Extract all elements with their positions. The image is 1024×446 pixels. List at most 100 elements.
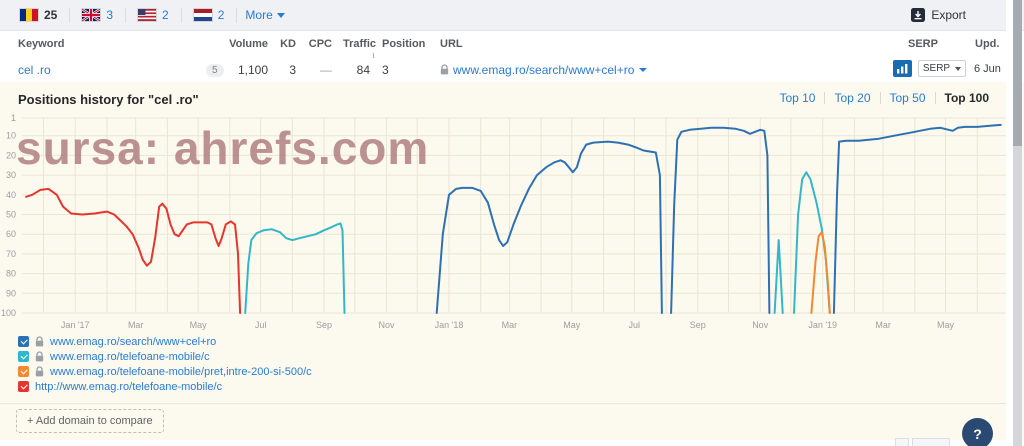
x-tick-label: Jan '19 bbox=[808, 320, 837, 330]
united-kingdom-flag-icon bbox=[82, 9, 101, 21]
serp-dropdown-button[interactable]: SERP bbox=[918, 60, 966, 77]
help-button[interactable]: ? bbox=[962, 418, 993, 446]
more-label: More bbox=[245, 8, 273, 22]
keyword-link[interactable]: cel .ro bbox=[18, 63, 51, 77]
x-tick-label: Jan '18 bbox=[435, 320, 464, 330]
traffic-value: 84 bbox=[356, 63, 370, 77]
legend-checkbox-checked[interactable] bbox=[18, 351, 29, 362]
x-tick-label: Mar bbox=[502, 320, 518, 330]
tab-top-10[interactable]: Top 10 bbox=[779, 91, 816, 105]
flag-tab-romania[interactable]: 25 bbox=[16, 8, 61, 22]
tab-top-50[interactable]: Top 50 bbox=[889, 91, 926, 105]
volume-value: 1,100 bbox=[237, 63, 268, 77]
url-cell: www.emag.ro/search/www+cel+ro bbox=[440, 63, 648, 78]
updated-date: 6 Jun bbox=[974, 63, 1001, 75]
col-upd[interactable]: Upd. bbox=[975, 38, 1000, 50]
country-tabs: 25 3 2 2 More bbox=[16, 0, 285, 30]
y-tick-label: 60 bbox=[6, 229, 16, 239]
legend-checkbox-checked[interactable] bbox=[18, 381, 29, 392]
col-traffic[interactable]: Traffic ↓ bbox=[336, 38, 376, 62]
scrollbar-track[interactable] bbox=[1013, 0, 1022, 446]
flag-tab-united-states[interactable]: 2 bbox=[134, 8, 173, 22]
divider bbox=[180, 7, 182, 23]
scrollbar-thumb[interactable] bbox=[1013, 0, 1022, 146]
united-states-flag-icon bbox=[138, 9, 157, 21]
y-tick-label: 30 bbox=[6, 170, 16, 180]
chevron-down-icon bbox=[955, 66, 962, 71]
divider bbox=[824, 92, 826, 104]
series-line-2 bbox=[810, 231, 831, 314]
positions-chart[interactable]: 1 10 20 30 40 50 60 70 80 90 100 Jan '17 Mar May Jul Se… bbox=[0, 82, 1012, 334]
x-tick-label: May bbox=[937, 320, 955, 330]
x-tick-label: Mar bbox=[128, 320, 144, 330]
lock-icon bbox=[440, 64, 449, 78]
flag-tab-united-kingdom[interactable]: 3 bbox=[78, 8, 117, 22]
chevron-down-icon bbox=[276, 12, 285, 18]
col-kd[interactable]: KD bbox=[280, 38, 296, 50]
series-line-0 bbox=[670, 126, 771, 314]
sort-descending-icon: ↓ bbox=[370, 50, 377, 62]
legend-checkbox-checked[interactable] bbox=[18, 336, 29, 347]
export-label: Export bbox=[931, 8, 966, 22]
export-button[interactable]: Export bbox=[911, 0, 966, 30]
url-link[interactable]: www.emag.ro/search/www+cel+ro bbox=[453, 63, 635, 77]
x-tick-label: Nov bbox=[378, 320, 395, 330]
watermark-text: sursa: ahrefs.com bbox=[16, 122, 429, 174]
panel-title: Positions history for "cel .ro" bbox=[18, 92, 199, 107]
series-line-1 bbox=[773, 239, 784, 314]
legend-url-link[interactable]: www.emag.ro/telefoane-mobile/c bbox=[50, 350, 210, 363]
col-cpc[interactable]: CPC bbox=[308, 38, 332, 50]
legend-url-link[interactable]: www.emag.ro/telefoane-mobile/pret,intre-… bbox=[50, 365, 312, 378]
col-serp[interactable]: SERP bbox=[908, 38, 938, 50]
y-tick-label: 100 bbox=[1, 308, 16, 318]
x-tick-label: Jul bbox=[629, 320, 641, 330]
col-url[interactable]: URL bbox=[440, 38, 463, 50]
legend-url-link[interactable]: http://www.emag.ro/telefoane-mobile/c bbox=[35, 380, 223, 393]
country-count[interactable]: 2 bbox=[162, 8, 169, 22]
legend-url-link[interactable]: www.emag.ro/search/www+cel+ro bbox=[50, 335, 217, 348]
x-tick-label: May bbox=[563, 320, 581, 330]
positions-history-panel: Positions history for "cel .ro" Top 10 T… bbox=[0, 82, 1024, 440]
divider bbox=[0, 403, 1006, 404]
y-tick-label: 70 bbox=[6, 249, 16, 259]
x-tick-label: Jul bbox=[255, 320, 267, 330]
lock-icon bbox=[35, 336, 44, 347]
x-tick-label: May bbox=[190, 320, 208, 330]
more-countries-dropdown[interactable]: More bbox=[245, 8, 285, 22]
divider bbox=[236, 7, 238, 23]
divider bbox=[934, 92, 936, 104]
col-position[interactable]: Position bbox=[382, 38, 426, 50]
y-tick-label: 20 bbox=[6, 150, 16, 160]
col-keyword[interactable]: Keyword bbox=[18, 38, 65, 50]
positions-chart-button[interactable] bbox=[893, 60, 912, 77]
country-count[interactable]: 2 bbox=[217, 8, 225, 22]
tab-top-100[interactable]: Top 100 bbox=[944, 91, 989, 105]
series-line-1 bbox=[244, 222, 346, 314]
y-tick-label: 1 bbox=[11, 113, 16, 123]
flag-tab-netherlands[interactable]: 2 bbox=[190, 8, 229, 22]
col-volume[interactable]: Volume bbox=[229, 38, 268, 50]
lock-icon bbox=[35, 366, 44, 377]
country-count[interactable]: 25 bbox=[44, 8, 58, 22]
url-dropdown-caret-icon[interactable] bbox=[639, 68, 648, 72]
tab-top-20[interactable]: Top 20 bbox=[834, 91, 871, 105]
chart-legend: www.emag.ro/search/www+cel+ro www.emag.ro… bbox=[18, 334, 312, 394]
top-n-tabs: Top 10 Top 20 Top 50 Top 100 bbox=[770, 91, 998, 105]
netherlands-flag-icon bbox=[193, 9, 212, 21]
bottom-strip bbox=[0, 440, 1024, 446]
y-tick-label: 90 bbox=[6, 288, 16, 298]
cutoff-ui-fragment bbox=[895, 438, 909, 446]
serp-button-label: SERP bbox=[922, 63, 951, 74]
country-filter-bar: 25 3 2 2 More Expo bbox=[0, 0, 1024, 31]
country-count[interactable]: 3 bbox=[106, 8, 114, 22]
x-tick-label: Nov bbox=[752, 320, 769, 330]
traffic-label: Traffic bbox=[342, 38, 376, 50]
legend-checkbox-checked[interactable] bbox=[18, 366, 29, 377]
add-domain-button[interactable]: + Add domain to compare bbox=[16, 409, 164, 433]
position-value: 3 bbox=[382, 63, 389, 77]
divider bbox=[879, 92, 881, 104]
series-line-0 bbox=[435, 140, 663, 314]
divider bbox=[125, 7, 127, 23]
x-tick-label: Sep bbox=[690, 320, 706, 330]
